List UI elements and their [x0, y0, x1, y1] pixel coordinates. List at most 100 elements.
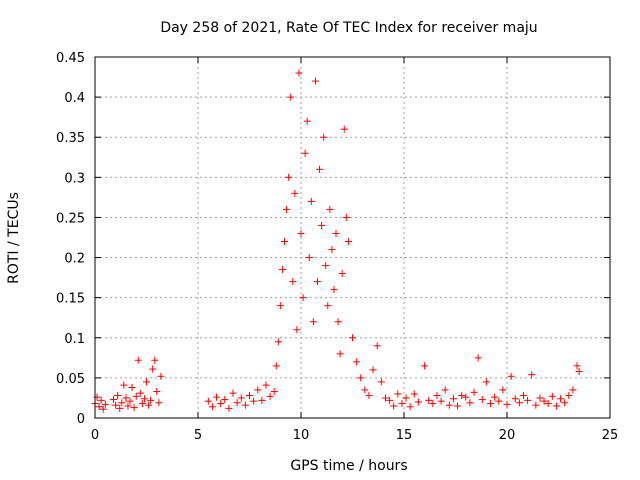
data-point: [301, 149, 309, 157]
data-point: [157, 372, 165, 380]
data-point: [334, 318, 342, 326]
data-point: [283, 205, 291, 213]
data-point: [445, 401, 453, 409]
data-point: [524, 396, 532, 404]
data-point: [225, 404, 233, 412]
data-point: [138, 400, 146, 408]
data-point: [390, 402, 398, 410]
data-point: [326, 205, 334, 213]
data-point: [295, 69, 303, 77]
data-point: [262, 381, 270, 389]
data-point: [153, 388, 161, 396]
data-point: [143, 378, 150, 386]
data-point: [482, 378, 490, 386]
data-point: [487, 400, 495, 408]
data-point: [478, 396, 486, 404]
data-point: [293, 326, 301, 334]
data-point: [204, 397, 212, 405]
data-point: [336, 350, 344, 358]
data-point: [258, 396, 266, 404]
data-point: [101, 400, 109, 408]
data-point: [305, 254, 313, 262]
data-point: [402, 394, 410, 402]
data-point: [136, 389, 144, 397]
data-point: [377, 378, 385, 386]
data-point: [128, 384, 136, 392]
data-point: [287, 93, 295, 101]
data-point: [246, 392, 253, 400]
data-point: [276, 302, 284, 310]
data-point: [340, 125, 348, 133]
data-point: [155, 399, 163, 407]
data-point: [373, 342, 381, 350]
data-point: [458, 392, 466, 400]
chart-title: Day 258 of 2021, Rate Of TEC Index for r…: [160, 20, 537, 36]
data-point: [237, 394, 245, 402]
ticks-layer: 0 0.05 0.1 0.15 0.2 0.25 0.3 0.35 0.4 0.45 0 5 10 15 2…: [56, 51, 618, 443]
data-point: [342, 213, 350, 221]
data-point: [134, 356, 142, 364]
data-point: [274, 338, 282, 346]
grid-layer: [95, 57, 610, 418]
data-point: [149, 365, 157, 373]
data-point: [322, 262, 330, 270]
data-point: [291, 189, 299, 197]
data-point: [95, 403, 103, 411]
data-point: [126, 397, 134, 405]
x-tick-label: 15: [396, 428, 413, 443]
y-tick-label: 0.45: [56, 51, 85, 66]
data-point: [544, 400, 552, 408]
data-point: [140, 395, 148, 403]
y-tick-label: 0.05: [56, 372, 85, 387]
data-point: [441, 386, 449, 394]
data-point: [118, 399, 126, 407]
x-axis-label: GPS time / hours: [290, 458, 407, 474]
data-point: [151, 356, 159, 364]
y-tick-label: 0.35: [56, 131, 85, 146]
y-tick-label: 0.1: [64, 332, 85, 347]
data-point: [309, 318, 317, 326]
data-point: [328, 246, 336, 254]
data-point: [313, 278, 321, 286]
data-point: [474, 354, 482, 362]
x-tick-label: 25: [602, 428, 619, 443]
data-point: [536, 394, 544, 402]
data-point: [132, 392, 140, 400]
data-point: [425, 396, 433, 404]
data-point: [394, 390, 402, 398]
data-point: [548, 392, 556, 400]
y-tick-label: 0.25: [56, 211, 85, 226]
data-point: [519, 392, 527, 400]
data-point: [120, 381, 128, 389]
data-point: [540, 397, 548, 405]
data-point: [381, 394, 389, 402]
data-point: [250, 397, 258, 405]
data-point: [466, 399, 474, 407]
data-point: [406, 403, 414, 411]
data-point: [289, 278, 297, 286]
data-point: [303, 117, 311, 125]
data-point: [208, 403, 216, 411]
data-point: [361, 386, 369, 394]
data-point: [114, 392, 122, 400]
data-point: [503, 400, 511, 408]
data-point: [528, 371, 536, 379]
data-point: [130, 404, 138, 412]
data-point: [97, 396, 105, 404]
data-point: [330, 286, 338, 294]
data-point: [217, 400, 225, 408]
data-point: [112, 401, 120, 409]
data-point: [99, 405, 107, 413]
data-point: [552, 402, 560, 410]
data-point: [145, 401, 153, 409]
data-point: [332, 229, 340, 237]
data-point: [281, 238, 289, 246]
data-point: [270, 388, 278, 396]
data-point: [569, 386, 577, 394]
data-point: [122, 394, 130, 402]
y-tick-label: 0.3: [64, 171, 85, 186]
data-point: [507, 372, 515, 380]
data-point: [414, 398, 422, 406]
data-point: [344, 238, 352, 246]
